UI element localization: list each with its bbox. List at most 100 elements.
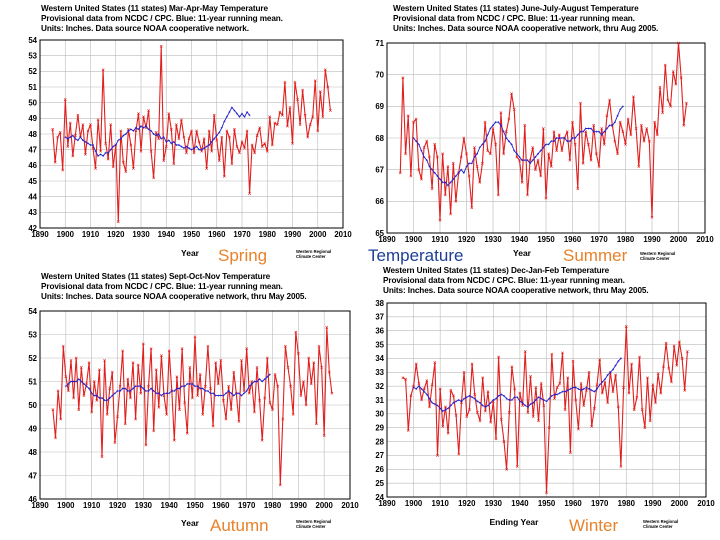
spring-mean-point [172,140,175,143]
winter-annual-point [622,386,626,389]
summer-title-line-3: Units: Inches. Data source NOAA cooperat… [393,24,659,33]
spring-annual-point [222,174,226,178]
summer-annual-point [531,146,535,149]
spring-annual-point [275,123,279,127]
summer-annual-point [427,155,431,159]
spring-title-line-1: Western United States (11 states) Mar-Ap… [41,4,268,13]
spring-annual-point [129,143,133,147]
winter-annual-point [582,404,586,407]
autumn-mean-point [77,378,80,381]
winter-xtick-1940: 1940 [511,499,529,508]
summer-annual-point [605,114,609,118]
spring-mean-point [218,131,221,134]
winter-mean-point [494,397,497,400]
winter-ytick-37: 37 [375,313,384,322]
summer-mean-point [552,140,555,143]
spring-annual-point [298,123,302,127]
summer-annual-point [653,120,657,124]
summer-mean-point [605,127,608,130]
spring-mean-point [114,143,117,146]
summer-mean-point [497,121,500,124]
winter-annual-point [481,376,485,380]
summer-annual-point [414,117,418,121]
spring-annual-point [106,157,110,161]
spring-credit-line: Western Regional [296,249,331,254]
winter-mean-point [444,408,447,411]
autumn-annual-point [211,424,215,428]
winter-mean-point [417,385,420,388]
winter-annual-point [638,355,641,359]
autumn-ytick-49: 49 [28,424,37,433]
winter-annual-point [526,411,530,414]
autumn-annual-point [258,398,261,402]
summer-annual-point [462,136,466,140]
winter-annual-point [611,390,615,394]
autumn-annual-point [284,344,287,348]
spring-mean-point [193,147,196,150]
autumn-mean-point [188,382,191,385]
summer-mean-point [534,156,537,158]
winter-annual-point [507,411,511,414]
spring-xtick-1930: 1930 [132,230,150,239]
autumn-annual-point [59,417,63,421]
spring-mean-point [165,140,168,143]
autumn-annual-point [85,382,88,386]
summer-annual-point [425,139,429,143]
autumn-mean-point [116,389,119,392]
winter-mean-point [532,401,535,404]
autumn-mean-point [194,385,196,388]
autumn-xtick-1920: 1920 [109,501,127,510]
winter-annual-point [664,341,668,345]
summer-annual-point [475,165,479,168]
winter-credit-line: Western Regional [643,519,678,524]
spring-mean-point [129,128,132,131]
summer-mean-point [412,137,415,139]
spring-annual-point [84,152,87,156]
spring-mean-point [122,134,125,137]
winter-mean-point [492,399,495,401]
winter-mean-point [561,390,564,393]
spring-annual-point [270,143,274,147]
autumn-annual-point [178,408,181,412]
winter-annual-point [553,397,556,401]
winter-mean-point [585,386,588,389]
summer-annual-point [581,161,585,165]
winter-annual-point [643,426,647,430]
autumn-annual-point [196,394,199,398]
summer-annual-point [494,142,498,146]
autumn-annual-point [160,354,163,358]
spring-ytick-46: 46 [28,161,37,170]
autumn-annual-point [56,389,60,393]
winter-mean-point [489,401,492,404]
winter-annual-point [539,381,543,385]
spring-annual-point [185,151,188,155]
autumn-annual-point [134,417,137,421]
spring-mean-point [119,137,122,140]
summer-mean-point [603,130,606,133]
autumn-annual-point [203,384,207,388]
winter-annual-point [555,386,559,389]
winter-ytick-35: 35 [375,340,384,349]
winter-xtick-1950: 1950 [538,499,556,508]
summer-annual-point [541,127,545,130]
spring-annual-point [220,135,224,139]
winter-annual-point [457,452,461,456]
autumn-mean-point [201,387,204,390]
winter-annual-point [635,395,639,399]
winter-annual-point [672,344,676,348]
winter-annual-point [441,424,445,428]
autumn-annual-point [54,436,57,440]
winter-mean-point [465,396,468,399]
autumn-mean-point [152,389,155,392]
autumn-mean-point [183,385,186,388]
spring-mean-point [71,134,74,137]
autumn-mean-point [248,385,251,388]
autumn-xtick-2000: 2000 [315,501,333,510]
autumn-xlabel: Year [181,518,200,528]
summer-annual-point [589,158,593,162]
winter-annual-point [606,401,610,405]
autumn-mean-point [206,389,209,392]
spring-annual-point [169,127,173,131]
summer-annual-point [404,152,407,156]
autumn-annual-point [327,370,331,374]
